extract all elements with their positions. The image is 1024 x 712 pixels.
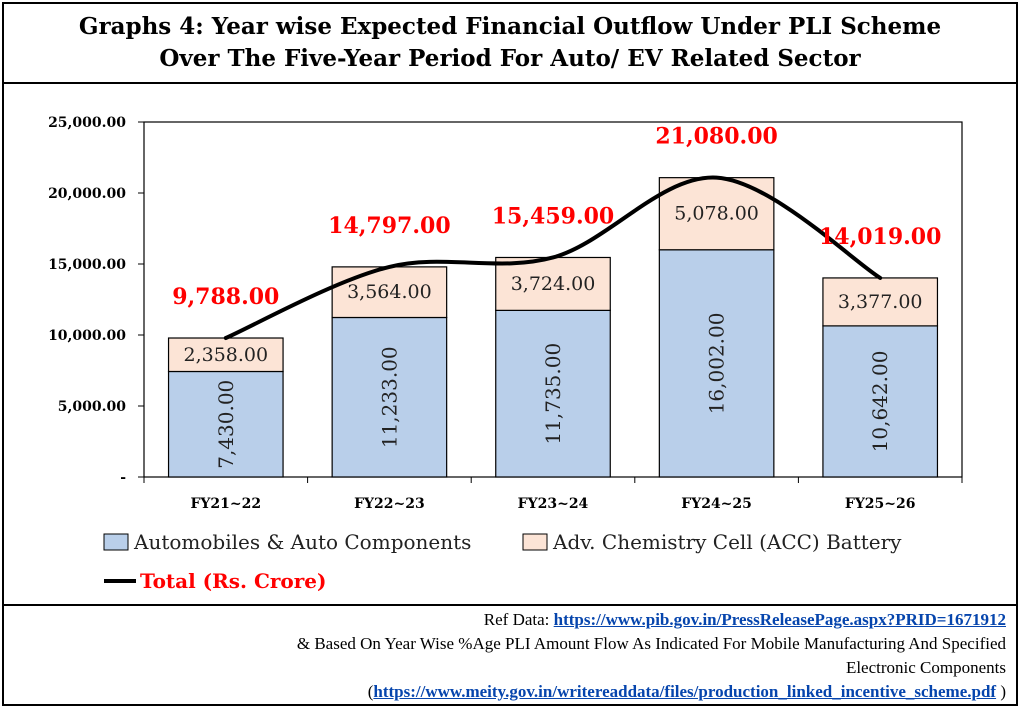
bar-acc-battery <box>495 256 611 311</box>
reference-prefix: Ref Data: <box>483 610 554 629</box>
chart-title-line-2: Over The Five-Year Period For Auto/ EV R… <box>159 45 861 72</box>
meity-link[interactable]: https://www.meity.gov.in/writereaddata/f… <box>373 682 997 701</box>
legend-label-automobiles: Automobiles & Auto Components <box>133 530 471 554</box>
total-data-label: 21,080.00 <box>655 124 777 150</box>
bar-acc-battery <box>331 266 448 319</box>
data-label-automobiles: 7,430.00 <box>214 380 238 469</box>
y-tick-label: 15,000.00 <box>48 257 126 273</box>
x-axis: FY21~22 FY22~23 FY23~24 FY24~25 FY25~26 <box>143 477 963 512</box>
bars: 7,430.00 2,358.00 11,233.00 3,564.00 11,735.… <box>167 177 939 478</box>
data-label-acc-battery: 3,564.00 <box>347 281 432 303</box>
y-tick-label: 5,000.00 <box>58 399 126 415</box>
data-label-automobiles: 11,233.00 <box>377 346 401 448</box>
pib-link[interactable]: https://www.pib.gov.in/PressReleasePage.… <box>553 610 1006 629</box>
legend-swatch-automobiles <box>103 533 129 551</box>
legend: Automobiles & Auto Components Adv. Chemis… <box>103 530 902 593</box>
y-tick-label: - <box>120 470 126 486</box>
reference-open-paren: ( <box>367 682 374 701</box>
bar-automobiles <box>331 316 448 478</box>
total-line-path <box>223 175 883 341</box>
x-tick-label: FY21~22 <box>190 496 261 512</box>
legend-label-total: Total (Rs. Crore) <box>140 569 326 593</box>
bar-automobiles <box>822 325 939 478</box>
bar-automobiles <box>167 370 284 478</box>
reference-line-1: Ref Data: https://www.pib.gov.in/PressRe… <box>14 608 1006 632</box>
x-tick-label: FY24~25 <box>681 496 752 512</box>
data-label-acc-battery: 5,078.00 <box>674 203 759 225</box>
x-tick-label: FY22~23 <box>354 496 425 512</box>
data-label-acc-battery: 3,377.00 <box>838 291 923 313</box>
chart-title-line-1: Graphs 4: Year wise Expected Financial O… <box>78 13 942 40</box>
bar-automobiles <box>658 249 775 478</box>
reference-line-2: & Based On Year Wise %Age PLI Amount Flo… <box>296 634 1006 653</box>
x-tick-label: FY23~24 <box>518 496 589 512</box>
data-label-automobiles: 10,642.00 <box>868 351 892 453</box>
x-tick-label: FY25~26 <box>845 496 916 512</box>
bar-automobiles <box>495 309 611 478</box>
reference-line-4: (https://www.meity.gov.in/writereaddata/… <box>14 680 1006 704</box>
legend-swatch-acc-battery <box>522 533 548 551</box>
title-box: Graphs 4: Year wise Expected Financial O… <box>4 4 1016 84</box>
bar-acc-battery <box>167 337 284 373</box>
y-tick-label: 10,000.00 <box>48 328 126 344</box>
data-label-acc-battery: 3,724.00 <box>511 273 596 295</box>
total-data-label: 9,788.00 <box>172 284 279 310</box>
total-data-label: 14,797.00 <box>328 213 450 239</box>
reference-box: Ref Data: https://www.pib.gov.in/PressRe… <box>4 604 1016 706</box>
data-label-automobiles: 11,735.00 <box>541 343 565 445</box>
total-data-label: 15,459.00 <box>492 203 614 229</box>
data-label-acc-battery: 2,358.00 <box>183 344 268 366</box>
reference-line-3: Electronic Components <box>845 658 1006 677</box>
total-data-label: 14,019.00 <box>819 224 941 250</box>
y-tick-label: 25,000.00 <box>48 115 126 131</box>
chart: - 5,000.00 10,000.00 15,000.00 20,000.00 25,0… <box>48 115 963 593</box>
total-line: 9,788.00 14,797.00 15,459.00 21,080.00 14,01… <box>172 124 941 341</box>
reference-close-paren: ) <box>996 682 1006 701</box>
bar-acc-battery <box>822 277 939 327</box>
y-tick-label: 20,000.00 <box>48 186 126 202</box>
data-label-automobiles: 16,002.00 <box>705 312 729 414</box>
legend-label-acc-battery: Adv. Chemistry Cell (ACC) Battery <box>552 530 902 554</box>
